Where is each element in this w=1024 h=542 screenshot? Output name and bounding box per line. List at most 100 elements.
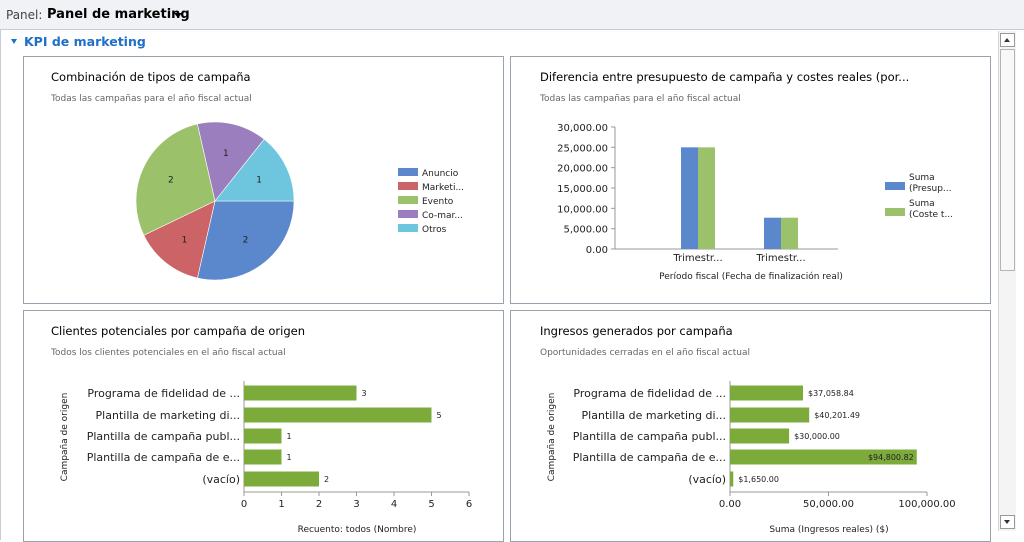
bar[interactable] (730, 385, 804, 401)
bar[interactable] (730, 428, 790, 444)
y-axis-title: Campaña de origen (547, 393, 557, 482)
bar[interactable] (244, 449, 282, 465)
pie-slice-comar[interactable] (197, 121, 265, 202)
bar[interactable] (244, 407, 432, 423)
pie-chart-svg: 2 1 2 1 1 Anuncio Marketi... Evento Co-mar... Ot… (135, 121, 464, 281)
bar[interactable] (781, 217, 798, 249)
bar-value-label: $30,000.00 (794, 432, 840, 441)
dashboard-selector[interactable]: Panel de marketing (47, 7, 190, 22)
y-tick-label: Programa de fidelidad de ... (573, 387, 726, 400)
bar[interactable] (730, 407, 810, 423)
chart-title: Combinación de tipos de campaña (51, 70, 251, 84)
revenue-chart-svg: Campaña de origen 0.00 50,000.00 100,000.0… (547, 381, 956, 535)
pie-slice-label: 1 (256, 176, 262, 186)
x-tick-label: Trimestr... (672, 253, 722, 264)
y-tick-label: Plantilla de marketing di... (96, 409, 240, 422)
x-tick-label: 5 (428, 499, 434, 510)
pie-slice-evento[interactable] (135, 123, 216, 236)
bar[interactable] (764, 217, 781, 249)
chart-panel-revenue-by-campaign[interactable]: Ingresos generados por campaña Oportunid… (510, 310, 991, 542)
x-axis-title: Período fiscal (Fecha de finalización re… (659, 271, 843, 282)
x-tick-label: 100,000.00 (898, 499, 955, 510)
legend-swatch (885, 182, 905, 190)
y-tick-label: 5,000.00 (563, 225, 608, 236)
y-tick-label: Plantilla de marketing di... (582, 409, 726, 422)
bar-value-label: 5 (437, 411, 442, 420)
bar[interactable] (681, 147, 698, 249)
bar-value-label: 1 (287, 432, 292, 441)
bar[interactable] (244, 428, 282, 444)
y-tick-label: 10,000.00 (557, 204, 608, 215)
y-tick-label: 25,000.00 (557, 143, 608, 154)
chart-title: Clientes potenciales por campaña de orig… (51, 324, 305, 338)
y-tick-label: (vacío) (202, 473, 240, 486)
legend-item[interactable]: Otros (422, 225, 447, 235)
chart-panel-leads-by-campaign[interactable]: Clientes potenciales por campaña de orig… (23, 310, 504, 542)
y-tick-label: Plantilla de campaña publ... (87, 430, 240, 443)
chart-title: Ingresos generados por campaña (540, 324, 733, 338)
legend-item-detail: (Presup... (909, 184, 952, 194)
bar-value-label: $37,058.84 (808, 389, 854, 398)
y-tick-label: 15,000.00 (557, 184, 608, 195)
chart-subtitle: Todas las campañas para el año fiscal ac… (540, 94, 741, 104)
section-header[interactable]: KPI de marketing (11, 34, 146, 49)
x-tick-label: 0.00 (719, 499, 741, 510)
x-axis-title: Recuento: todos (Nombre) (298, 525, 417, 535)
dashboard-label: Panel: (6, 8, 43, 22)
bar[interactable] (244, 471, 319, 487)
dashboard-selector-bar: Panel: Panel de marketing (0, 0, 1024, 30)
bar-value-label: $1,650.00 (738, 475, 779, 484)
legend-swatch (398, 168, 418, 176)
y-tick-label: Plantilla de campaña de e... (573, 451, 726, 464)
x-tick-label: 50,000.00 (803, 499, 854, 510)
bar-chart-svg: 30,000.00 25,000.00 20,000.00 15,000.00 10,0… (557, 123, 953, 282)
scroll-thumb[interactable] (1000, 49, 1015, 271)
chart-panel-campaign-types[interactable]: Combinación de tipos de campaña Todas la… (23, 56, 504, 304)
pie-slice-label: 2 (243, 235, 249, 245)
legend-item[interactable]: Anuncio (422, 169, 459, 179)
bar[interactable] (730, 471, 734, 487)
y-tick-label: Plantilla de campaña de e... (87, 451, 240, 464)
y-tick-label: 30,000.00 (557, 123, 608, 134)
legend-item[interactable]: Marketi... (422, 183, 464, 193)
pie-slice-marketi[interactable] (143, 200, 216, 279)
chart-title: Diferencia entre presupuesto de campaña … (540, 70, 910, 84)
x-tick-label: 0 (241, 499, 247, 510)
bar[interactable] (698, 147, 715, 249)
legend-swatch (398, 196, 418, 204)
bar[interactable] (244, 385, 357, 401)
vertical-scrollbar[interactable] (998, 31, 1016, 531)
legend-item[interactable]: Evento (422, 197, 454, 207)
bar-value-label: 3 (362, 389, 367, 398)
pie-slice-otros[interactable] (214, 138, 295, 202)
chart-panel-budget-vs-cost[interactable]: Diferencia entre presupuesto de campaña … (510, 56, 991, 304)
y-tick-label: Programa de fidelidad de ... (87, 387, 240, 400)
legend-item-detail: (Coste t... (909, 210, 953, 220)
pie-slice-label: 1 (182, 235, 188, 245)
legend-swatch (398, 182, 418, 190)
pie-slice-anuncio[interactable] (197, 200, 295, 281)
bar-value-label: $40,201.49 (814, 411, 860, 420)
chevron-down-icon[interactable] (174, 13, 182, 18)
x-tick-label: 2 (316, 499, 322, 510)
y-axis-title: Campaña de origen (60, 393, 70, 482)
legend-item[interactable]: Suma (909, 199, 935, 209)
scroll-down-button[interactable] (1000, 515, 1015, 529)
y-tick-label: 20,000.00 (557, 164, 608, 175)
scroll-up-button[interactable] (1000, 33, 1015, 47)
x-tick-label: 4 (391, 499, 397, 510)
legend-swatch (398, 210, 418, 218)
x-tick-label: 1 (278, 499, 284, 510)
bar-value-label: 1 (287, 453, 292, 462)
arrow-up-icon (1004, 38, 1010, 42)
chart-subtitle: Todas las campañas para el año fiscal ac… (51, 94, 252, 104)
bar-value-label: 2 (324, 475, 329, 484)
leads-chart-svg: Campaña de origen 0 1 2 3 4 5 6 Programa de fid… (60, 381, 472, 535)
legend-item[interactable]: Suma (909, 173, 935, 183)
x-tick-label: 6 (466, 499, 472, 510)
x-tick-label: Trimestr... (755, 253, 805, 264)
y-tick-label: 0.00 (586, 245, 608, 256)
legend-item[interactable]: Co-mar... (422, 211, 463, 221)
bar[interactable] (730, 449, 917, 465)
collapse-triangle-icon[interactable] (11, 39, 17, 44)
